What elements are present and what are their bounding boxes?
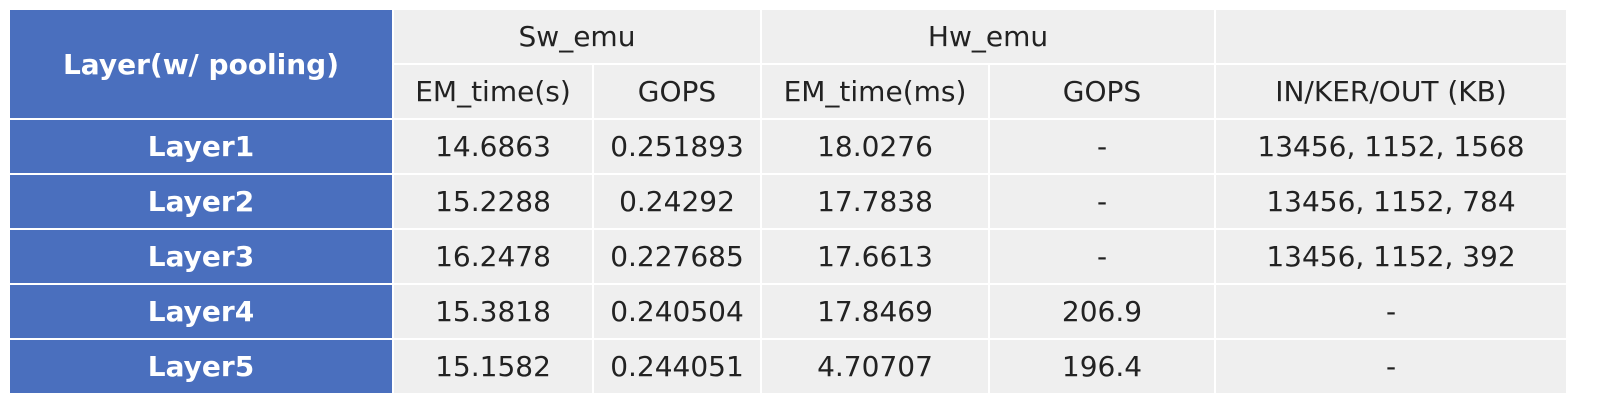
data-cell: 13456, 1152, 784 xyxy=(1214,173,1568,230)
data-cell: 0.240504 xyxy=(592,283,762,340)
column-header: EM_time(s) xyxy=(392,63,594,120)
group-header: Sw_emu xyxy=(392,8,762,65)
data-row: Layer2 15.2288 0.24292 17.7838-13456, 1152,… xyxy=(8,173,1568,230)
data-cell: 13456, 1152, 392 xyxy=(1214,228,1568,285)
data-cell: - xyxy=(1214,338,1568,395)
data-cell: 0.251893 xyxy=(592,118,762,175)
column-header: GOPS xyxy=(592,63,762,120)
empty-header xyxy=(1214,8,1568,65)
data-cell: 15.2288 xyxy=(392,173,594,230)
data-row: Layer3 16.2478 0.227685 17.6613-13456, 1152… xyxy=(8,228,1568,285)
data-row: Layer5 15.1582 0.244051 4.70707 196.4- xyxy=(8,338,1568,395)
row-header: Layer4 xyxy=(8,283,394,340)
data-cell: 13456, 1152, 1568 xyxy=(1214,118,1568,175)
column-header: IN/KER/OUT (KB) xyxy=(1214,63,1568,120)
data-cell: 0.24292 xyxy=(592,173,762,230)
column-header: EM_time(ms) xyxy=(760,63,990,120)
data-cell: - xyxy=(988,228,1216,285)
data-cell: 16.2478 xyxy=(392,228,594,285)
data-cell: 4.70707 xyxy=(760,338,990,395)
data-cell: 0.227685 xyxy=(592,228,762,285)
row-header: Layer2 xyxy=(8,173,394,230)
group-header: Hw_emu xyxy=(760,8,1216,65)
header-row: Layer(w/ pooling) Sw_emu Hw_emu xyxy=(8,8,1568,120)
data-cell: - xyxy=(988,173,1216,230)
table-body: Layer(w/ pooling) Sw_emu Hw_emu EM_time(… xyxy=(8,8,1568,395)
row-header: Layer5 xyxy=(8,338,394,395)
data-cell: 0.244051 xyxy=(592,338,762,395)
data-cell: 17.8469 xyxy=(760,283,990,340)
data-cell: 15.1582 xyxy=(392,338,594,395)
data-cell: 206.9 xyxy=(988,283,1216,340)
data-cell: 17.6613 xyxy=(760,228,990,285)
row-header: Layer1 xyxy=(8,118,394,175)
column-header: GOPS xyxy=(988,63,1216,120)
data-cell: 17.7838 xyxy=(760,173,990,230)
data-row: Layer4 15.3818 0.240504 17.8469 206.9- xyxy=(8,283,1568,340)
subheader-row: EM_time(s) GOPS EM_time(ms) GOPS IN/KER/OUT … xyxy=(9,63,1568,120)
data-table: Layer(w/ pooling) Sw_emu Hw_emu EM_time(… xyxy=(8,8,1568,395)
data-row: Layer1 14.6863 0.251893 18.0276-13456, 1152… xyxy=(8,118,1568,175)
data-cell: 196.4 xyxy=(988,338,1216,395)
row-header: Layer3 xyxy=(8,228,394,285)
data-cell: 14.6863 xyxy=(392,118,594,175)
corner-header: Layer(w/ pooling) xyxy=(8,8,394,120)
data-cell: 18.0276 xyxy=(760,118,990,175)
data-cell: - xyxy=(988,118,1216,175)
data-cell: - xyxy=(1214,283,1568,340)
data-cell: 15.3818 xyxy=(392,283,594,340)
